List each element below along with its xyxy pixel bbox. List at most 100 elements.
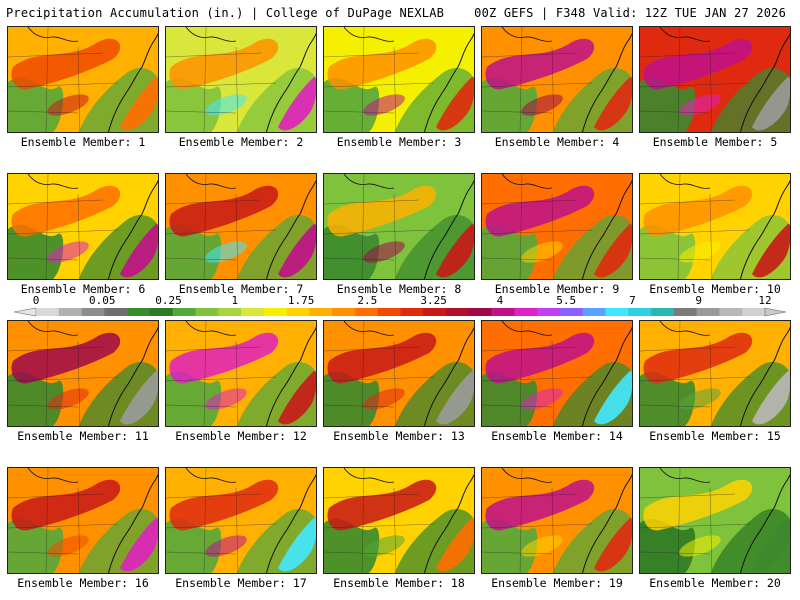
legend-color-bin (742, 308, 766, 316)
map-image (166, 321, 316, 426)
legend-color-bin (104, 308, 128, 316)
legend-color-bin (172, 308, 196, 316)
precipitation-map (323, 320, 475, 427)
precipitation-map (165, 173, 317, 280)
legend-color-bin (651, 308, 675, 316)
ensemble-member-label: Ensemble Member: 5 (652, 135, 778, 149)
ensemble-member-label: Ensemble Member: 20 (649, 576, 781, 590)
legend-color-bin (696, 308, 720, 316)
precipitation-map (165, 320, 317, 427)
ensemble-member-label: Ensemble Member: 14 (491, 429, 623, 443)
ensemble-member-label: Ensemble Member: 16 (17, 576, 149, 590)
precipitation-map (7, 467, 159, 574)
precipitation-map (165, 26, 317, 133)
map-image (482, 174, 632, 279)
precipitation-map (165, 467, 317, 574)
map-image (324, 468, 474, 573)
legend-tick-label: 3.25 (420, 294, 447, 307)
legend-tick-label: 1 (232, 294, 239, 307)
precipitation-map (481, 320, 633, 427)
legend-min-arrow (13, 307, 37, 317)
ensemble-member-label: Ensemble Member: 3 (336, 135, 462, 149)
legend-tick-label: 9 (695, 294, 702, 307)
map-image (482, 27, 632, 132)
precipitation-map (323, 467, 475, 574)
legend-color-bin (149, 308, 173, 316)
map-image (482, 468, 632, 573)
precipitation-map (323, 26, 475, 133)
precipitation-map (7, 173, 159, 280)
legend-color-bin (81, 308, 105, 316)
legend-color-bin (309, 308, 333, 316)
ensemble-member-label: Ensemble Member: 15 (649, 429, 781, 443)
map-image (324, 174, 474, 279)
legend-tick-label: 7 (629, 294, 636, 307)
legend-color-bin (241, 308, 265, 316)
map-image (166, 468, 316, 573)
ensemble-member-label: Ensemble Member: 18 (333, 576, 465, 590)
legend-tick-label: 2.5 (357, 294, 377, 307)
legend-tick-label: 1.75 (288, 294, 315, 307)
map-image (166, 174, 316, 279)
precipitation-map (7, 320, 159, 427)
legend-color-bin (263, 308, 287, 316)
ensemble-member-label: Ensemble Member: 1 (20, 135, 146, 149)
map-image (166, 27, 316, 132)
ensemble-member-label: Ensemble Member: 9 (494, 282, 620, 296)
ensemble-member-label: Ensemble Member: 12 (175, 429, 307, 443)
precipitation-map (481, 467, 633, 574)
map-image (8, 174, 158, 279)
legend-color-bin (582, 308, 606, 316)
precipitation-map (323, 173, 475, 280)
map-image (640, 321, 790, 426)
run-valid-time: 00Z GEFS | F348 Valid: 12Z TUE JAN 27 20… (474, 6, 786, 20)
legend-color-bin (559, 308, 584, 316)
precipitation-map (639, 173, 791, 280)
ensemble-member-label: Ensemble Member: 10 (649, 282, 781, 296)
precipitation-map (639, 26, 791, 133)
legend-color-bin (491, 308, 515, 316)
precipitation-map (481, 173, 633, 280)
ensemble-member-label: Ensemble Member: 6 (20, 282, 146, 296)
legend-tick-label: 4 (497, 294, 504, 307)
legend-color-bin (468, 308, 492, 316)
ensemble-member-label: Ensemble Member: 8 (336, 282, 462, 296)
legend-color-bin (218, 308, 242, 316)
legend-tick-label: 0 (33, 294, 40, 307)
legend-tick-label: 0.25 (155, 294, 182, 307)
legend-color-bin (377, 308, 401, 316)
map-image (8, 321, 158, 426)
precipitation-map (481, 26, 633, 133)
ensemble-member-label: Ensemble Member: 7 (178, 282, 304, 296)
legend-color-bin (605, 308, 629, 316)
legend-color-bin (628, 308, 652, 316)
legend-color-bin (514, 308, 538, 316)
legend-color-bin (127, 308, 151, 316)
legend-color-bin (400, 308, 424, 316)
legend-color-bin (673, 308, 697, 316)
legend-max-arrow (764, 307, 787, 317)
ensemble-member-label: Ensemble Member: 19 (491, 576, 623, 590)
legend-color-bin (36, 308, 60, 316)
ensemble-member-label: Ensemble Member: 17 (175, 576, 307, 590)
legend-color-bin (537, 308, 561, 316)
page-title: Precipitation Accumulation (in.) | Colle… (6, 6, 445, 20)
legend-color-bin (354, 308, 379, 316)
ensemble-member-label: Ensemble Member: 13 (333, 429, 465, 443)
map-image (8, 468, 158, 573)
precipitation-map (639, 320, 791, 427)
legend-color-bin (286, 308, 310, 316)
ensemble-member-label: Ensemble Member: 11 (17, 429, 149, 443)
map-image (482, 321, 632, 426)
map-image (8, 27, 158, 132)
map-image (640, 174, 790, 279)
ensemble-member-label: Ensemble Member: 4 (494, 135, 620, 149)
precipitation-map (7, 26, 159, 133)
map-image (324, 321, 474, 426)
map-image (640, 468, 790, 573)
legend-tick-label: 0.05 (89, 294, 116, 307)
map-image (324, 27, 474, 132)
legend-color-bin (195, 308, 219, 316)
precipitation-map (639, 467, 791, 574)
legend-tick-label: 5.5 (556, 294, 576, 307)
